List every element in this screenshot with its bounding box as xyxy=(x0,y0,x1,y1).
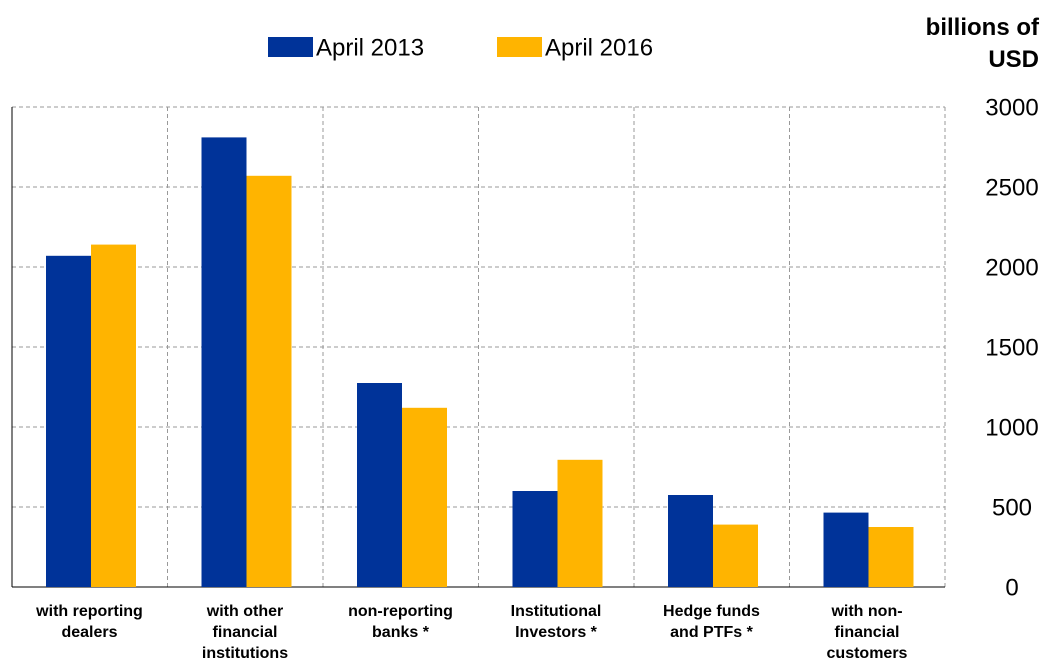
bar xyxy=(357,383,402,587)
x-tick-label: with non- financial customers xyxy=(826,603,908,662)
y-tick-label: 3000 xyxy=(985,94,1038,121)
legend-swatch xyxy=(497,37,542,57)
bar xyxy=(246,175,292,588)
x-tick-label: non-reporting banks * xyxy=(348,603,453,641)
bar xyxy=(201,137,247,587)
legend-label: April 2013 xyxy=(316,34,424,61)
x-tick-label: Hedge funds and PTFs * xyxy=(663,603,760,641)
x-tick-label: with other financial institutions xyxy=(201,603,289,662)
x-tick-label: Institutional Investors * xyxy=(510,603,602,641)
y-tick-label: 1000 xyxy=(985,414,1038,441)
bar xyxy=(713,524,758,587)
bar xyxy=(402,407,447,587)
y-axis-label: billions of USD xyxy=(925,14,1039,73)
y-tick-label: 500 xyxy=(992,494,1032,521)
bar xyxy=(91,244,136,587)
y-tick-label: 0 xyxy=(1005,574,1018,601)
bar xyxy=(823,512,869,587)
y-tick-label: 1500 xyxy=(985,334,1038,361)
legend-label: April 2016 xyxy=(545,34,653,61)
bar xyxy=(557,459,603,587)
legend-swatch xyxy=(268,37,313,57)
bar xyxy=(46,255,91,588)
y-tick-label: 2000 xyxy=(985,254,1038,281)
bar xyxy=(512,491,558,587)
x-tick-label: with reporting dealers xyxy=(36,603,143,641)
y-tick-label: 2500 xyxy=(985,174,1038,201)
bar xyxy=(868,527,914,587)
bar xyxy=(668,495,713,587)
